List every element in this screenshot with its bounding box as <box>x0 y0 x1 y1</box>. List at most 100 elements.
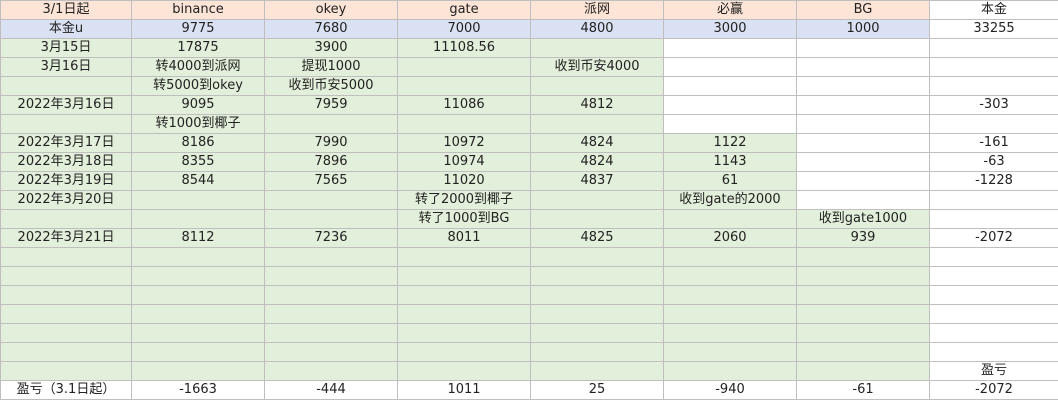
cell-r6-c3[interactable] <box>397 114 531 134</box>
cell-r5-c4[interactable]: 4812 <box>530 95 664 115</box>
cell-r3-c3[interactable] <box>397 57 531 77</box>
cell-r10-c6[interactable] <box>796 190 930 210</box>
cell-r17-c2[interactable] <box>264 323 398 343</box>
cell-r2-c7[interactable] <box>929 38 1058 58</box>
cell-r0-c7[interactable]: 本金 <box>929 0 1058 20</box>
cell-r20-c2[interactable]: -444 <box>264 380 398 400</box>
cell-r13-c5[interactable] <box>663 247 797 267</box>
cell-r16-c3[interactable] <box>397 304 531 324</box>
cell-r13-c3[interactable] <box>397 247 531 267</box>
cell-r8-c4[interactable]: 4824 <box>530 152 664 172</box>
cell-r14-c2[interactable] <box>264 266 398 286</box>
cell-r17-c3[interactable] <box>397 323 531 343</box>
cell-r8-c1[interactable]: 8355 <box>131 152 265 172</box>
cell-r5-c7[interactable]: -303 <box>929 95 1058 115</box>
cell-r8-c5[interactable]: 1143 <box>663 152 797 172</box>
cell-r7-c2[interactable]: 7990 <box>264 133 398 153</box>
cell-r19-c5[interactable] <box>663 361 797 381</box>
cell-r19-c6[interactable] <box>796 361 930 381</box>
cell-r6-c2[interactable] <box>264 114 398 134</box>
cell-r7-c5[interactable]: 1122 <box>663 133 797 153</box>
cell-r20-c0[interactable]: 盈亏（3.1日起） <box>0 380 132 400</box>
cell-r0-c2[interactable]: okey <box>264 0 398 20</box>
cell-r14-c7[interactable] <box>929 266 1058 286</box>
cell-r19-c2[interactable] <box>264 361 398 381</box>
cell-r18-c7[interactable] <box>929 342 1058 362</box>
cell-r17-c7[interactable] <box>929 323 1058 343</box>
cell-r13-c7[interactable] <box>929 247 1058 267</box>
cell-r3-c0[interactable]: 3月16日 <box>0 57 132 77</box>
cell-r1-c0[interactable]: 本金u <box>0 19 132 39</box>
cell-r8-c2[interactable]: 7896 <box>264 152 398 172</box>
cell-r14-c6[interactable] <box>796 266 930 286</box>
cell-r0-c1[interactable]: binance <box>131 0 265 20</box>
cell-r6-c0[interactable] <box>0 114 132 134</box>
cell-r8-c7[interactable]: -63 <box>929 152 1058 172</box>
cell-r3-c1[interactable]: 转4000到派网 <box>131 57 265 77</box>
cell-r1-c5[interactable]: 3000 <box>663 19 797 39</box>
cell-r9-c6[interactable] <box>796 171 930 191</box>
cell-r4-c6[interactable] <box>796 76 930 96</box>
cell-r16-c4[interactable] <box>530 304 664 324</box>
cell-r9-c5[interactable]: 61 <box>663 171 797 191</box>
cell-r5-c2[interactable]: 7959 <box>264 95 398 115</box>
cell-r15-c4[interactable] <box>530 285 664 305</box>
cell-r13-c1[interactable] <box>131 247 265 267</box>
cell-r10-c7[interactable] <box>929 190 1058 210</box>
cell-r5-c5[interactable] <box>663 95 797 115</box>
cell-r5-c3[interactable]: 11086 <box>397 95 531 115</box>
cell-r7-c0[interactable]: 2022年3月17日 <box>0 133 132 153</box>
cell-r16-c6[interactable] <box>796 304 930 324</box>
cell-r10-c3[interactable]: 转了2000到椰子 <box>397 190 531 210</box>
cell-r4-c3[interactable] <box>397 76 531 96</box>
cell-r2-c5[interactable] <box>663 38 797 58</box>
cell-r3-c2[interactable]: 提现1000 <box>264 57 398 77</box>
cell-r20-c1[interactable]: -1663 <box>131 380 265 400</box>
cell-r7-c3[interactable]: 10972 <box>397 133 531 153</box>
cell-r17-c1[interactable] <box>131 323 265 343</box>
cell-r9-c0[interactable]: 2022年3月19日 <box>0 171 132 191</box>
cell-r10-c4[interactable] <box>530 190 664 210</box>
cell-r3-c7[interactable] <box>929 57 1058 77</box>
cell-r12-c0[interactable]: 2022年3月21日 <box>0 228 132 248</box>
cell-r4-c4[interactable] <box>530 76 664 96</box>
cell-r9-c4[interactable]: 4837 <box>530 171 664 191</box>
cell-r16-c1[interactable] <box>131 304 265 324</box>
cell-r1-c3[interactable]: 7000 <box>397 19 531 39</box>
cell-r6-c6[interactable] <box>796 114 930 134</box>
cell-r20-c5[interactable]: -940 <box>663 380 797 400</box>
cell-r18-c5[interactable] <box>663 342 797 362</box>
cell-r4-c1[interactable]: 转5000到okey <box>131 76 265 96</box>
cell-r2-c2[interactable]: 3900 <box>264 38 398 58</box>
cell-r0-c4[interactable]: 派网 <box>530 0 664 20</box>
cell-r17-c5[interactable] <box>663 323 797 343</box>
cell-r2-c0[interactable]: 3月15日 <box>0 38 132 58</box>
cell-r0-c0[interactable]: 3/1日起 <box>0 0 132 20</box>
cell-r13-c2[interactable] <box>264 247 398 267</box>
cell-r16-c7[interactable] <box>929 304 1058 324</box>
cell-r10-c2[interactable] <box>264 190 398 210</box>
cell-r16-c2[interactable] <box>264 304 398 324</box>
cell-r12-c6[interactable]: 939 <box>796 228 930 248</box>
cell-r14-c5[interactable] <box>663 266 797 286</box>
cell-r2-c4[interactable] <box>530 38 664 58</box>
cell-r2-c1[interactable]: 17875 <box>131 38 265 58</box>
cell-r15-c7[interactable] <box>929 285 1058 305</box>
cell-r19-c3[interactable] <box>397 361 531 381</box>
cell-r17-c0[interactable] <box>0 323 132 343</box>
cell-r7-c4[interactable]: 4824 <box>530 133 664 153</box>
cell-r20-c3[interactable]: 1011 <box>397 380 531 400</box>
cell-r19-c0[interactable] <box>0 361 132 381</box>
cell-r14-c0[interactable] <box>0 266 132 286</box>
cell-r6-c5[interactable] <box>663 114 797 134</box>
cell-r19-c7[interactable]: 盈亏 <box>929 361 1058 381</box>
cell-r11-c4[interactable] <box>530 209 664 229</box>
cell-r3-c4[interactable]: 收到币安4000 <box>530 57 664 77</box>
cell-r18-c0[interactable] <box>0 342 132 362</box>
cell-r12-c4[interactable]: 4825 <box>530 228 664 248</box>
cell-r11-c7[interactable] <box>929 209 1058 229</box>
cell-r10-c5[interactable]: 收到gate的2000 <box>663 190 797 210</box>
cell-r10-c1[interactable] <box>131 190 265 210</box>
cell-r12-c3[interactable]: 8011 <box>397 228 531 248</box>
cell-r10-c0[interactable]: 2022年3月20日 <box>0 190 132 210</box>
